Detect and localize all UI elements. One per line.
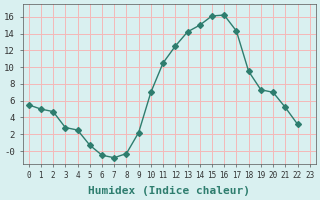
X-axis label: Humidex (Indice chaleur): Humidex (Indice chaleur) — [88, 186, 250, 196]
